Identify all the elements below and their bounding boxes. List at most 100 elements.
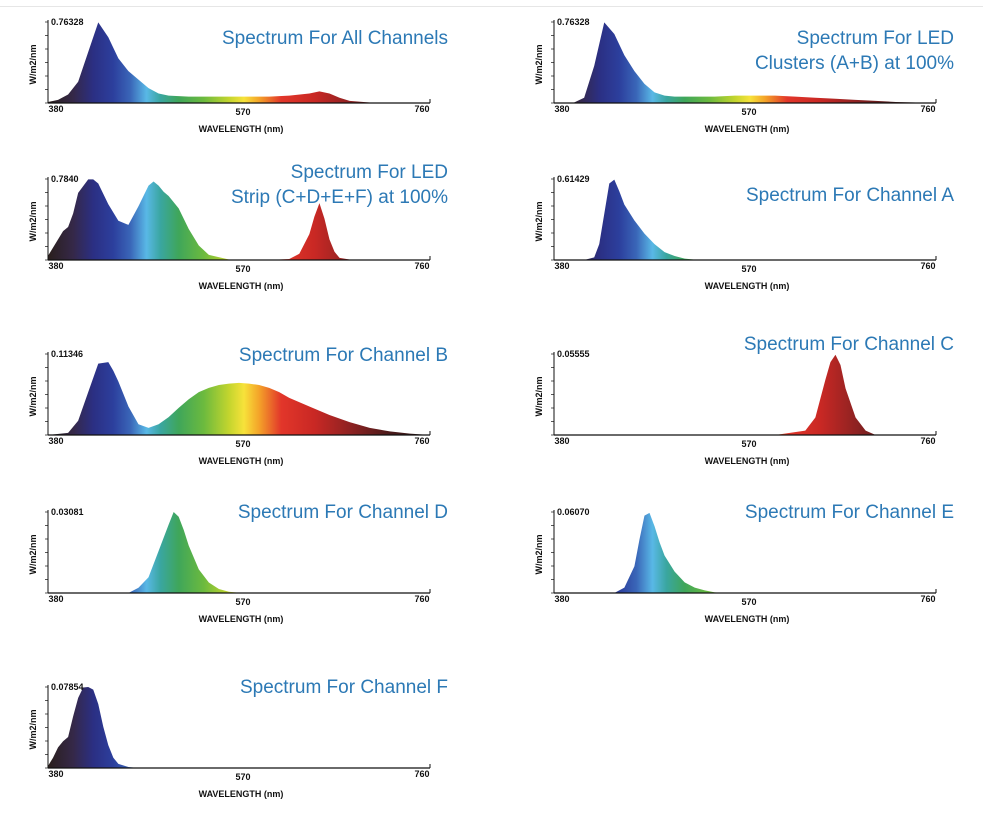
chart-panel-channel-d: 0.03081 W/m2/nm 380 570 760 WAVELENGTH (nm) Sp…: [12, 500, 462, 660]
y-max-label: 0.61429: [557, 174, 590, 184]
spectrum-area: [554, 179, 936, 260]
x-tick-label: 380: [48, 104, 63, 114]
x-tick-label: 570: [235, 597, 250, 607]
chart-svg-channel-a: 0.61429 W/m2/nm 380 570 760 WAVELENGTH (nm): [534, 174, 937, 291]
x-axis-label: WAVELENGTH (nm): [199, 614, 284, 624]
x-tick-label: 570: [741, 264, 756, 274]
spectrum-area: [554, 22, 936, 104]
x-tick-label: 380: [48, 436, 63, 446]
chart-svg-clusters-ab: 0.76328 W/m2/nm 380 570 760 WAVELENGTH (nm): [534, 17, 937, 134]
y-max-label: 0.05555: [557, 349, 590, 359]
chart-panel-channel-f: 0.07854 W/m2/nm 380 570 760 WAVELENGTH (nm) Sp…: [12, 675, 462, 835]
chart-panel-channel-e: 0.06070 W/m2/nm 380 570 760 WAVELENGTH (nm) Sp…: [518, 500, 968, 660]
y-axis-label: W/m2/nm: [28, 44, 38, 84]
y-max-label: 0.06070: [557, 507, 590, 517]
x-axis-label: WAVELENGTH (nm): [705, 456, 790, 466]
chart-title-line: Spectrum For Channel E: [744, 502, 954, 523]
x-tick-label: 570: [741, 439, 756, 449]
chart-svg-channel-f: 0.07854 W/m2/nm 380 570 760 WAVELENGTH (nm): [28, 682, 431, 799]
chart-svg-channel-d: 0.03081 W/m2/nm 380 570 760 WAVELENGTH (nm): [28, 507, 431, 624]
chart-svg-channel-b: 0.11346 W/m2/nm 380 570 760 WAVELENGTH (nm): [28, 349, 431, 466]
chart-title: Spectrum For Channel B: [118, 343, 448, 368]
chart-panel-channel-c: 0.05555 W/m2/nm 380 570 760 WAVELENGTH (nm) Sp…: [518, 334, 968, 502]
x-tick-label: 760: [414, 594, 429, 604]
x-tick-label: 380: [48, 594, 63, 604]
x-tick-label: 570: [235, 264, 250, 274]
y-axis-label: W/m2/nm: [28, 376, 38, 416]
spectrum-area: [48, 22, 430, 104]
x-axis-label: WAVELENGTH (nm): [705, 614, 790, 624]
y-max-label: 0.07854: [51, 682, 84, 692]
chart-panel-channel-b: 0.11346 W/m2/nm 380 570 760 WAVELENGTH (nm) Sp…: [12, 342, 462, 502]
x-tick-label: 760: [414, 104, 429, 114]
spectrum-area: [554, 512, 936, 593]
y-max-label: 0.76328: [51, 17, 84, 27]
spectrum-area: [48, 362, 430, 435]
x-tick-label: 570: [235, 107, 250, 117]
chart-title-line: Spectrum For Channel A: [745, 185, 954, 206]
chart-title: Spectrum For Channel D: [118, 500, 448, 525]
chart-title: Spectrum For Channel A: [624, 183, 954, 208]
y-axis-label: W/m2/nm: [534, 376, 544, 416]
x-tick-label: 380: [554, 436, 569, 446]
x-tick-label: 570: [741, 597, 756, 607]
spectrum-area: [554, 354, 936, 435]
x-tick-label: 760: [920, 104, 935, 114]
chart-title-line: Spectrum For LED: [290, 162, 448, 183]
x-tick-label: 380: [554, 104, 569, 114]
x-tick-label: 760: [920, 436, 935, 446]
chart-title: Spectrum For Channel F: [118, 675, 448, 700]
x-tick-label: 380: [554, 594, 569, 604]
y-max-label: 0.11346: [51, 349, 83, 359]
x-tick-label: 760: [414, 769, 429, 779]
y-axis-label: W/m2/nm: [28, 201, 38, 241]
spectrum-area: [48, 179, 430, 260]
chart-title-line: Spectrum For Channel D: [237, 502, 448, 523]
chart-title-line: Spectrum For LED: [796, 28, 954, 49]
chart-title-line: Strip (C+D+E+F) at 100%: [230, 187, 448, 208]
x-axis-label: WAVELENGTH (nm): [705, 124, 790, 134]
x-axis-label: WAVELENGTH (nm): [705, 281, 790, 291]
x-tick-label: 570: [235, 772, 250, 782]
x-tick-label: 380: [48, 769, 63, 779]
x-tick-label: 380: [48, 261, 63, 271]
y-axis-label: W/m2/nm: [534, 201, 544, 241]
x-axis-label: WAVELENGTH (nm): [199, 789, 284, 799]
x-tick-label: 760: [920, 594, 935, 604]
chart-svg-channel-c: 0.05555 W/m2/nm 380 570 760 WAVELENGTH (nm): [534, 349, 937, 466]
top-divider: [0, 6, 983, 7]
chart-title: Spectrum For Channel E: [624, 500, 954, 525]
spectrum-area: [48, 687, 430, 768]
chart-svg-strip-cdef: 0.7840 W/m2/nm 380 570 760 WAVELENGTH (nm): [28, 174, 431, 291]
x-axis-label: WAVELENGTH (nm): [199, 281, 284, 291]
chart-svg-channel-e: 0.06070 W/m2/nm 380 570 760 WAVELENGTH (nm): [534, 507, 937, 624]
chart-title-line: Spectrum For Channel F: [239, 677, 448, 698]
chart-panel-channel-a: 0.61429 W/m2/nm 380 570 760 WAVELENGTH (nm) Sp…: [518, 167, 968, 327]
x-tick-label: 760: [920, 261, 935, 271]
chart-panel-clusters-ab: 0.76328 W/m2/nm 380 570 760 WAVELENGTH (nm) Sp…: [518, 10, 968, 170]
chart-title: Spectrum For All Channels: [118, 26, 448, 51]
y-max-label: 0.03081: [51, 507, 84, 517]
chart-title-line: Spectrum For Channel B: [238, 345, 448, 366]
x-axis-label: WAVELENGTH (nm): [199, 124, 284, 134]
y-axis-label: W/m2/nm: [534, 534, 544, 574]
x-tick-label: 570: [235, 439, 250, 449]
y-max-label: 0.7840: [51, 174, 79, 184]
chart-title: Spectrum For Channel C: [624, 332, 954, 357]
chart-svg-all-channels: 0.76328 W/m2/nm 380 570 760 WAVELENGTH (nm): [28, 17, 431, 134]
y-axis-label: W/m2/nm: [28, 709, 38, 749]
chart-title-line: Clusters (A+B) at 100%: [754, 53, 954, 74]
chart-title: Spectrum For LED Strip (C+D+E+F) at 100%: [118, 160, 448, 210]
chart-title: Spectrum For LED Clusters (A+B) at 100%: [624, 26, 954, 76]
chart-panel-strip-cdef: 0.7840 W/m2/nm 380 570 760 WAVELENGTH (nm) Spe…: [12, 162, 462, 327]
chart-title-line: Spectrum For Channel C: [743, 334, 954, 355]
x-tick-label: 380: [554, 261, 569, 271]
chart-panel-all-channels: 0.76328 W/m2/nm 380 570 760 WAVELENGTH (nm) Sp…: [12, 10, 462, 170]
y-max-label: 0.76328: [557, 17, 590, 27]
y-axis-label: W/m2/nm: [534, 44, 544, 84]
x-tick-label: 760: [414, 261, 429, 271]
x-tick-label: 570: [741, 107, 756, 117]
x-axis-label: WAVELENGTH (nm): [199, 456, 284, 466]
y-axis-label: W/m2/nm: [28, 534, 38, 574]
